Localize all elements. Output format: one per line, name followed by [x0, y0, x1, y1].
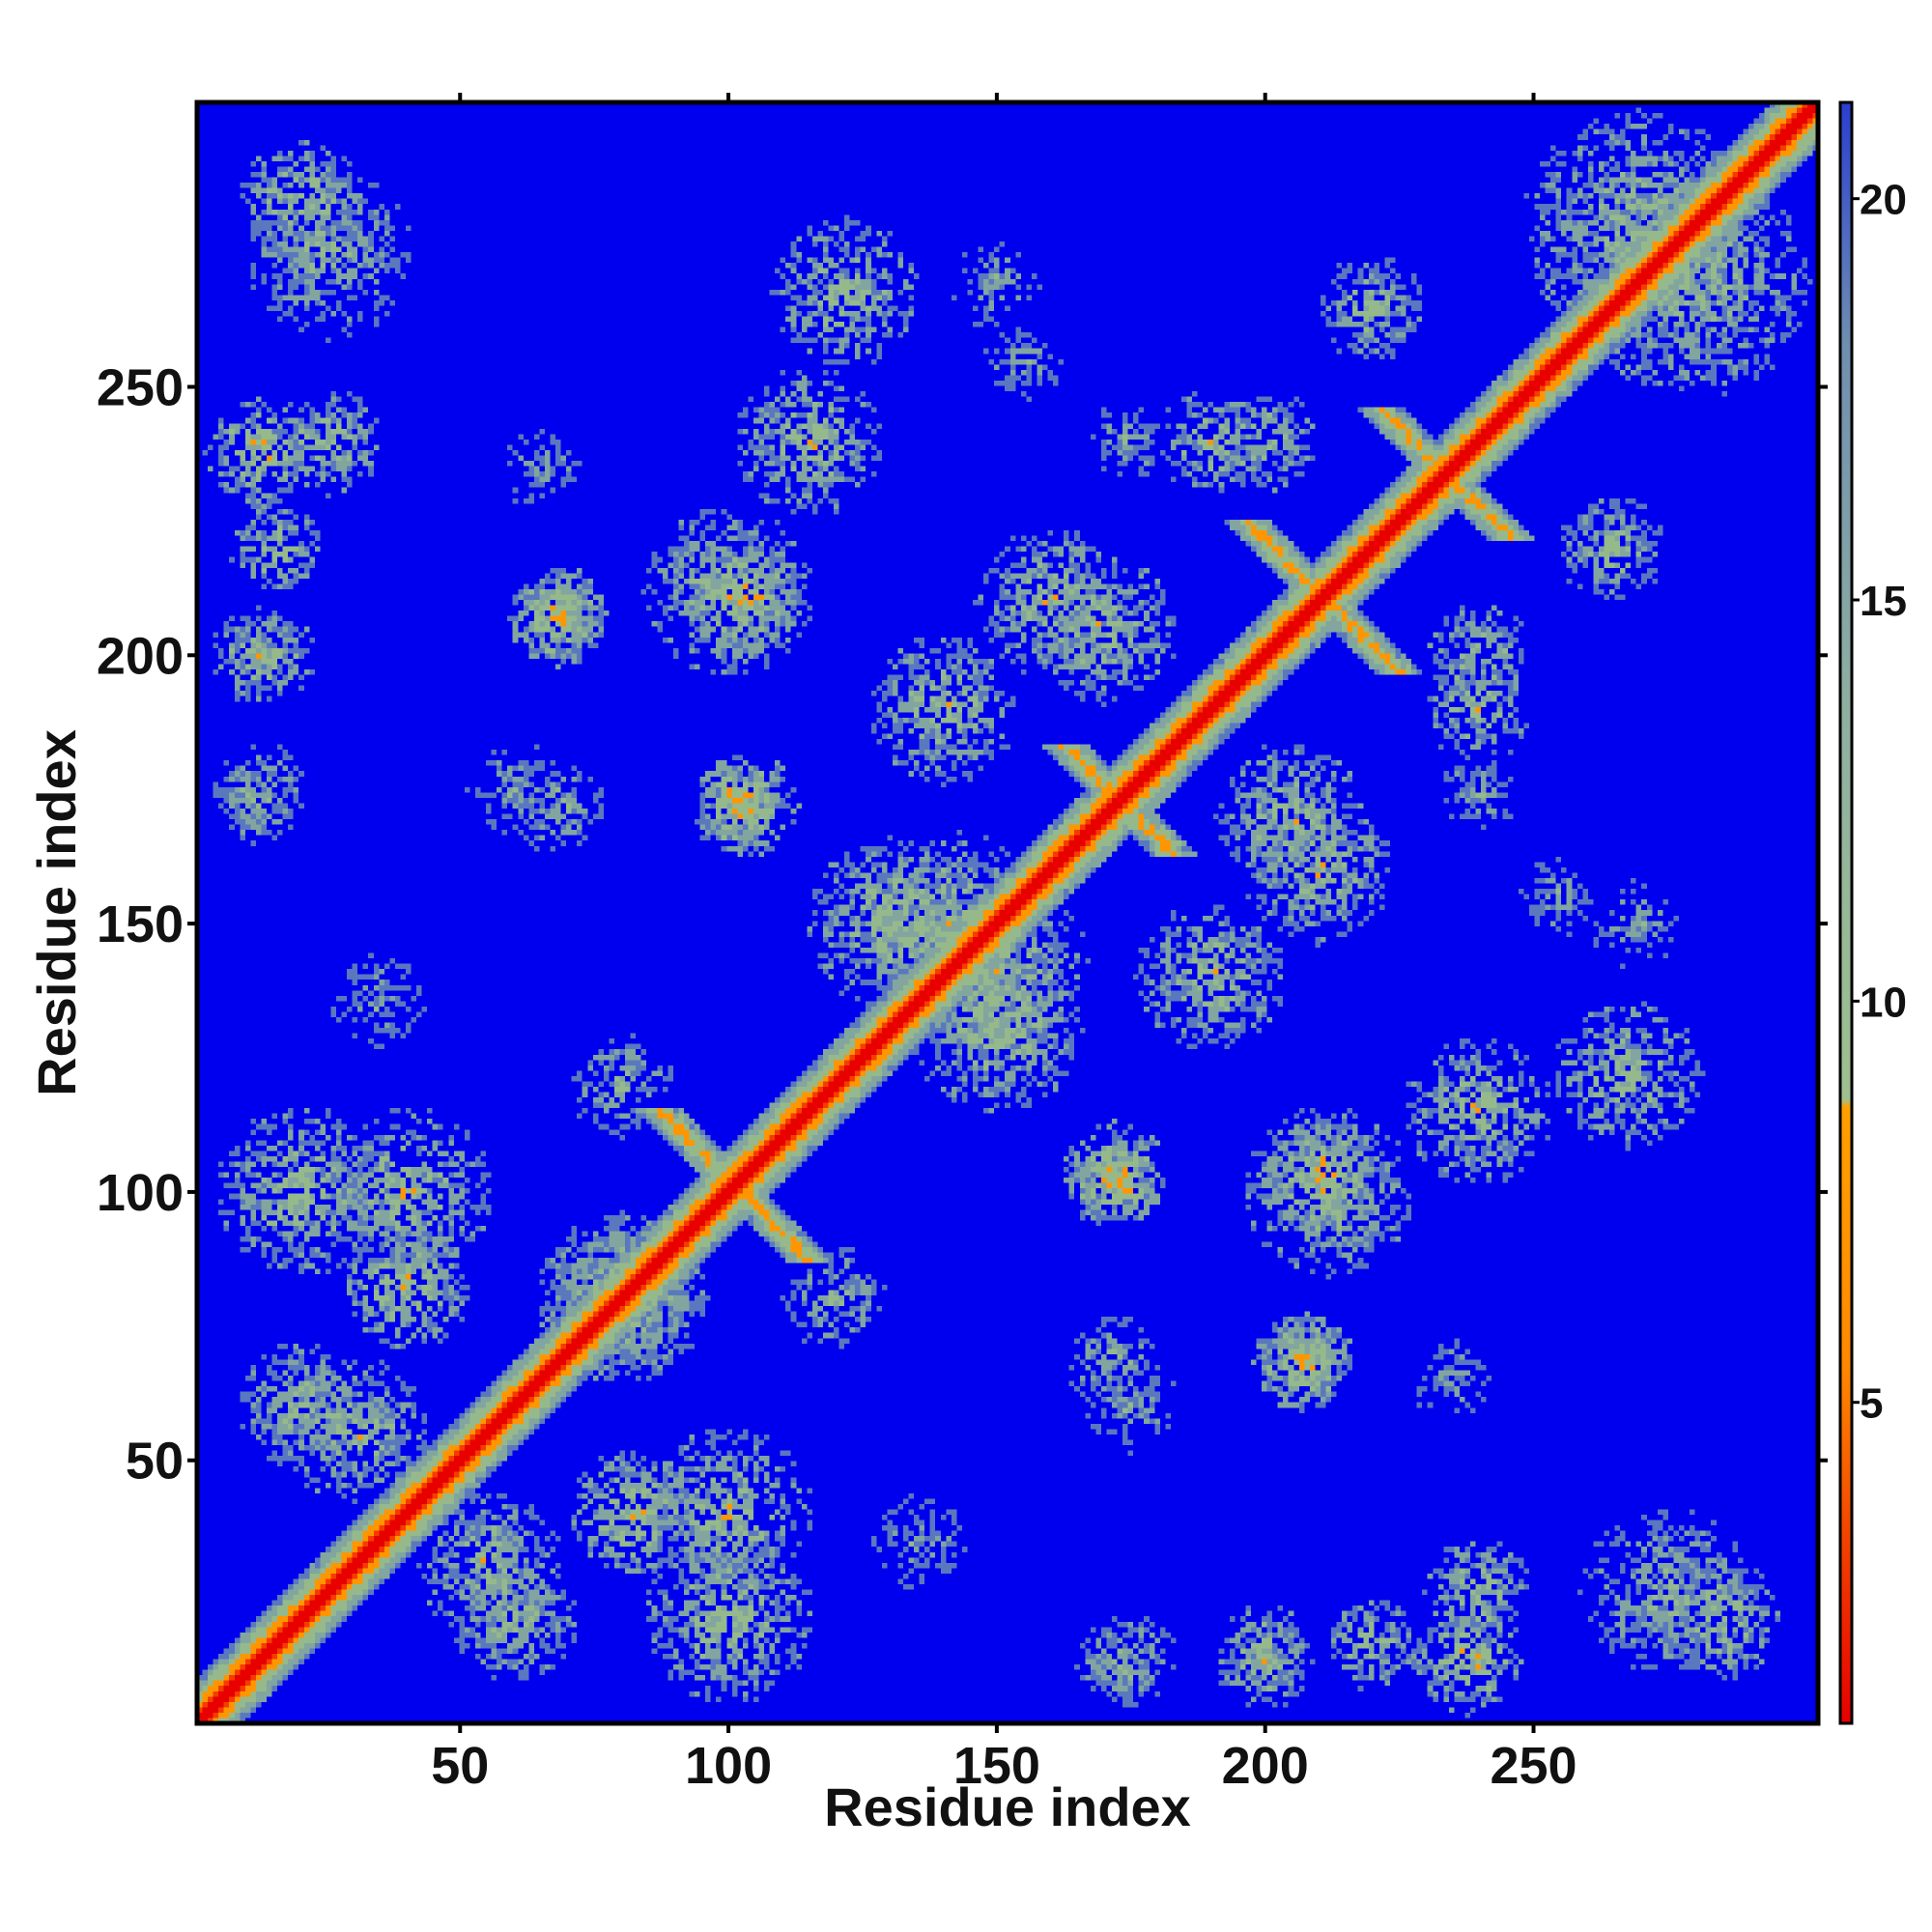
colorbar-tick-label: 20 [1860, 177, 1907, 224]
y-axis-ticks: 50 100 150 200 250 [97, 358, 1828, 1491]
x-axis-label: Residue index [824, 1776, 1191, 1837]
plot-frame [194, 99, 1821, 1726]
x-axis-ticks: 50 100 150 200 250 [431, 93, 1577, 1795]
heatmap-image [197, 102, 1818, 1723]
x-tick-label: 250 [1490, 1737, 1577, 1795]
y-tick-label: 150 [97, 895, 184, 953]
x-tick-label: 150 [953, 1737, 1040, 1795]
x-tick-label: 200 [1222, 1737, 1309, 1795]
colorbar-ticks: 5 10 15 20 [1852, 177, 1907, 1428]
y-tick-label: 50 [126, 1433, 184, 1491]
colorbar-tick-label: 15 [1860, 578, 1907, 625]
heatmap-area [194, 99, 1821, 1726]
colorbar-gradient [1838, 100, 1854, 1725]
colorbar-tick-label: 5 [1860, 1380, 1883, 1428]
x-tick-label: 100 [685, 1737, 772, 1795]
y-tick-label: 100 [97, 1164, 184, 1222]
colorbar-tick-label: 10 [1860, 979, 1907, 1026]
y-tick-label: 250 [97, 358, 184, 416]
y-axis-label: Residue index [26, 729, 87, 1096]
x-tick-label: 50 [431, 1737, 489, 1795]
y-tick-label: 200 [97, 627, 184, 685]
colorbar: 5 10 15 20 [1838, 100, 1907, 1725]
